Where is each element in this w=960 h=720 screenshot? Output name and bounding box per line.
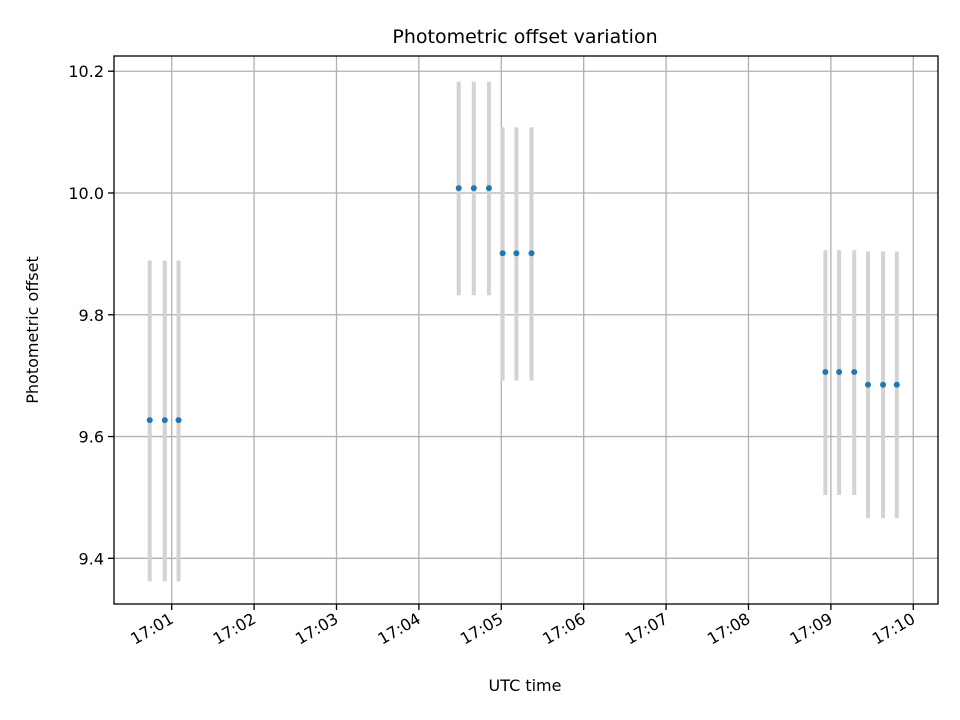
data-point [822,369,829,376]
x-axis-label: UTC time [489,676,562,695]
data-point [836,369,843,376]
y-tick-label: 9.8 [79,306,104,325]
data-points [146,185,900,424]
data-point [175,417,182,424]
data-point [893,381,900,388]
data-point [470,185,477,192]
data-point [146,417,153,424]
y-tick-label: 10.2 [68,62,104,81]
data-point [528,250,535,257]
data-point [880,381,887,388]
plot-frame [113,55,939,605]
y-tick-label: 9.4 [79,549,104,568]
data-point [161,417,168,424]
data-point [851,369,858,376]
data-point [513,250,520,257]
chart-title: Photometric offset variation [392,26,657,48]
y-tick-label: 9.6 [79,428,104,447]
data-point [499,250,506,257]
data-point [864,381,871,388]
y-axis-label: Photometric offset [23,256,42,404]
y-tick-label: 10.0 [68,184,104,203]
data-point [455,185,462,192]
data-point [485,185,492,192]
